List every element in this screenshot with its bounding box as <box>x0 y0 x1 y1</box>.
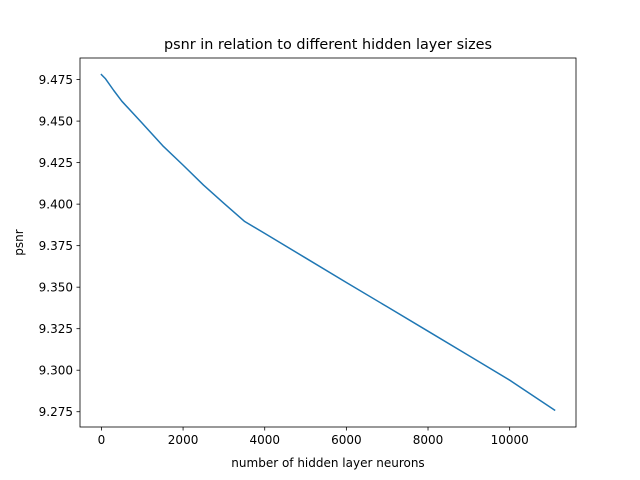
x-tick-label: 2000 <box>168 433 199 447</box>
y-tick-label: 9.325 <box>39 322 73 336</box>
x-tick-label: 10000 <box>491 433 529 447</box>
x-tick-label: 0 <box>98 433 106 447</box>
y-tick-label: 9.425 <box>39 156 73 170</box>
x-tick-label: 6000 <box>331 433 362 447</box>
y-tick-label: 9.450 <box>39 114 73 128</box>
y-tick-label: 9.275 <box>39 405 73 419</box>
y-tick-label: 9.350 <box>39 280 73 294</box>
y-tick-label: 9.400 <box>39 197 73 211</box>
y-tick-label: 9.475 <box>39 73 73 87</box>
y-tick-label: 9.300 <box>39 364 73 378</box>
series-layer <box>100 73 556 412</box>
x-axis-label: number of hidden layer neurons <box>231 456 424 470</box>
y-tick-label: 9.375 <box>39 239 73 253</box>
series-line-1 <box>100 73 556 412</box>
y-axis-ticks: 9.275 9.300 9.325 9.350 9.375 9.400 9.425 9.450… <box>39 73 80 419</box>
plot-frame <box>79 57 577 428</box>
x-axis-ticks: 0 2000 4000 6000 8000 10000 <box>98 427 529 447</box>
x-tick-label: 8000 <box>413 433 444 447</box>
y-axis-label: psnr <box>12 229 26 255</box>
x-tick-label: 4000 <box>249 433 280 447</box>
chart-title: psnr in relation to different hidden lay… <box>164 37 492 53</box>
